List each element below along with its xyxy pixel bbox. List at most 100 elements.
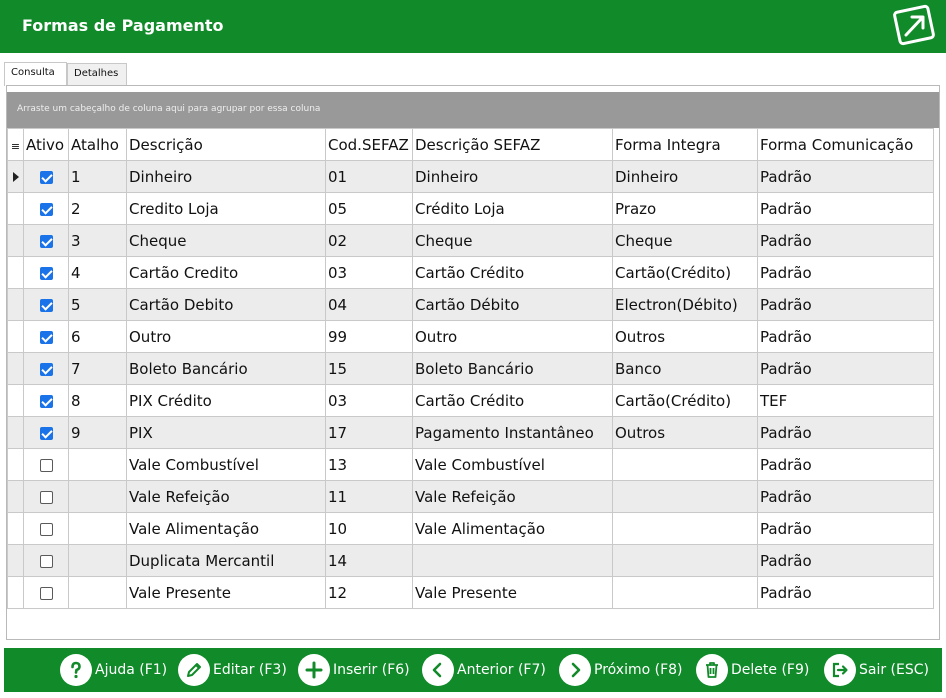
descricao-sefaz-cell[interactable]: Cartão Débito [412,288,613,321]
descricao-sefaz-cell[interactable]: Cheque [412,224,613,257]
previous-button[interactable]: Anterior (F7) [422,653,546,687]
tab-detalhes[interactable]: Detalhes [67,63,127,85]
ativo-checkbox[interactable] [39,394,53,408]
cod-sefaz-cell[interactable]: 99 [325,320,413,353]
table-row[interactable]: 2 Credito Loja 05 Crédito Loja Prazo Padrão [7,192,934,225]
atalho-cell[interactable]: 1 [68,160,127,193]
table-row[interactable]: Vale Alimentação 10 Vale Alimentação Padrão [7,512,934,545]
descricao-cell[interactable]: Cartão Debito [126,288,326,321]
row-selector[interactable] [7,160,24,193]
ativo-checkbox[interactable] [39,426,53,440]
atalho-cell[interactable] [68,512,127,545]
column-header-forma-comunicacao[interactable]: Forma Comunicação [757,128,934,161]
forma-comunicacao-cell[interactable]: Padrão [757,224,934,257]
cod-sefaz-cell[interactable]: 15 [325,352,413,385]
forma-comunicacao-cell[interactable]: TEF [757,384,934,417]
descricao-cell[interactable]: PIX [126,416,326,449]
descricao-cell[interactable]: Cheque [126,224,326,257]
delete-button[interactable]: Delete (F9) [696,653,809,687]
column-header-ativo[interactable]: Ativo [23,128,69,161]
edit-button[interactable]: Editar (F3) [178,653,287,687]
row-selector[interactable] [7,480,24,513]
atalho-cell[interactable]: 3 [68,224,127,257]
forma-comunicacao-cell[interactable]: Padrão [757,448,934,481]
cod-sefaz-cell[interactable]: 03 [325,384,413,417]
atalho-cell[interactable]: 2 [68,192,127,225]
ativo-checkbox[interactable] [39,586,53,600]
forma-integra-cell[interactable]: Prazo [612,192,758,225]
cod-sefaz-cell[interactable]: 10 [325,512,413,545]
descricao-cell[interactable]: Vale Combustível [126,448,326,481]
descricao-cell[interactable]: Vale Alimentação [126,512,326,545]
ativo-checkbox[interactable] [39,234,53,248]
descricao-cell[interactable]: Outro [126,320,326,353]
cod-sefaz-cell[interactable]: 11 [325,480,413,513]
descricao-cell[interactable]: Cartão Credito [126,256,326,289]
ativo-checkbox[interactable] [39,330,53,344]
atalho-cell[interactable] [68,480,127,513]
table-row[interactable]: 4 Cartão Credito 03 Cartão Crédito Cartão(Cr… [7,256,934,289]
descricao-cell[interactable]: Dinheiro [126,160,326,193]
table-row[interactable]: 5 Cartão Debito 04 Cartão Débito Electron(Dé… [7,288,934,321]
descricao-sefaz-cell[interactable]: Boleto Bancário [412,352,613,385]
descricao-sefaz-cell[interactable] [412,544,613,577]
descricao-sefaz-cell[interactable]: Pagamento Instantâneo [412,416,613,449]
cod-sefaz-cell[interactable]: 14 [325,544,413,577]
row-selector[interactable] [7,384,24,417]
descricao-sefaz-cell[interactable]: Cartão Crédito [412,384,613,417]
column-header-forma-integra[interactable]: Forma Integra [612,128,758,161]
forma-integra-cell[interactable] [612,448,758,481]
atalho-cell[interactable]: 9 [68,416,127,449]
descricao-sefaz-cell[interactable]: Vale Alimentação [412,512,613,545]
row-selector[interactable] [7,544,24,577]
row-selector[interactable] [7,320,24,353]
atalho-cell[interactable]: 5 [68,288,127,321]
forma-comunicacao-cell[interactable]: Padrão [757,416,934,449]
forma-comunicacao-cell[interactable]: Padrão [757,480,934,513]
descricao-sefaz-cell[interactable]: Crédito Loja [412,192,613,225]
descricao-sefaz-cell[interactable]: Vale Presente [412,576,613,609]
ativo-checkbox[interactable] [39,490,53,504]
forma-comunicacao-cell[interactable]: Padrão [757,256,934,289]
forma-integra-cell[interactable]: Outros [612,416,758,449]
forma-integra-cell[interactable] [612,576,758,609]
table-row[interactable]: Vale Combustível 13 Vale Combustível Padrão [7,448,934,481]
forma-comunicacao-cell[interactable]: Padrão [757,544,934,577]
exit-button[interactable]: Sair (ESC) [824,653,929,687]
descricao-cell[interactable]: Duplicata Mercantil [126,544,326,577]
atalho-cell[interactable] [68,544,127,577]
table-row[interactable]: Duplicata Mercantil 14 Padrão [7,544,934,577]
forma-comunicacao-cell[interactable]: Padrão [757,512,934,545]
table-row[interactable]: 1 Dinheiro 01 Dinheiro Dinheiro Padrão [7,160,934,193]
group-by-area[interactable]: Arraste um cabeçalho de coluna aqui para… [7,92,939,128]
atalho-cell[interactable]: 8 [68,384,127,417]
cod-sefaz-cell[interactable]: 02 [325,224,413,257]
descricao-sefaz-cell[interactable]: Cartão Crédito [412,256,613,289]
cod-sefaz-cell[interactable]: 01 [325,160,413,193]
descricao-sefaz-cell[interactable]: Vale Combustível [412,448,613,481]
forma-integra-cell[interactable]: Cheque [612,224,758,257]
table-row[interactable]: 7 Boleto Bancário 15 Boleto Bancário Banco Pa… [7,352,934,385]
insert-button[interactable]: Inserir (F6) [298,653,410,687]
descricao-sefaz-cell[interactable]: Dinheiro [412,160,613,193]
table-row[interactable]: 8 PIX Crédito 03 Cartão Crédito Cartão(Crédi… [7,384,934,417]
forma-integra-cell[interactable]: Cartão(Crédito) [612,384,758,417]
forma-integra-cell[interactable] [612,544,758,577]
row-selector[interactable] [7,448,24,481]
forma-comunicacao-cell[interactable]: Padrão [757,320,934,353]
forma-integra-cell[interactable] [612,512,758,545]
table-row[interactable]: 6 Outro 99 Outro Outros Padrão [7,320,934,353]
row-selector[interactable] [7,256,24,289]
row-selector[interactable] [7,192,24,225]
ativo-checkbox[interactable] [39,266,53,280]
column-header-descricao-sefaz[interactable]: Descrição SEFAZ [412,128,613,161]
next-button[interactable]: Próximo (F8) [559,653,683,687]
descricao-sefaz-cell[interactable]: Outro [412,320,613,353]
atalho-cell[interactable] [68,576,127,609]
atalho-cell[interactable]: 4 [68,256,127,289]
descricao-sefaz-cell[interactable]: Vale Refeição [412,480,613,513]
row-selector[interactable] [7,512,24,545]
column-header-atalho[interactable]: Atalho [68,128,127,161]
ativo-checkbox[interactable] [39,170,53,184]
descricao-cell[interactable]: Boleto Bancário [126,352,326,385]
